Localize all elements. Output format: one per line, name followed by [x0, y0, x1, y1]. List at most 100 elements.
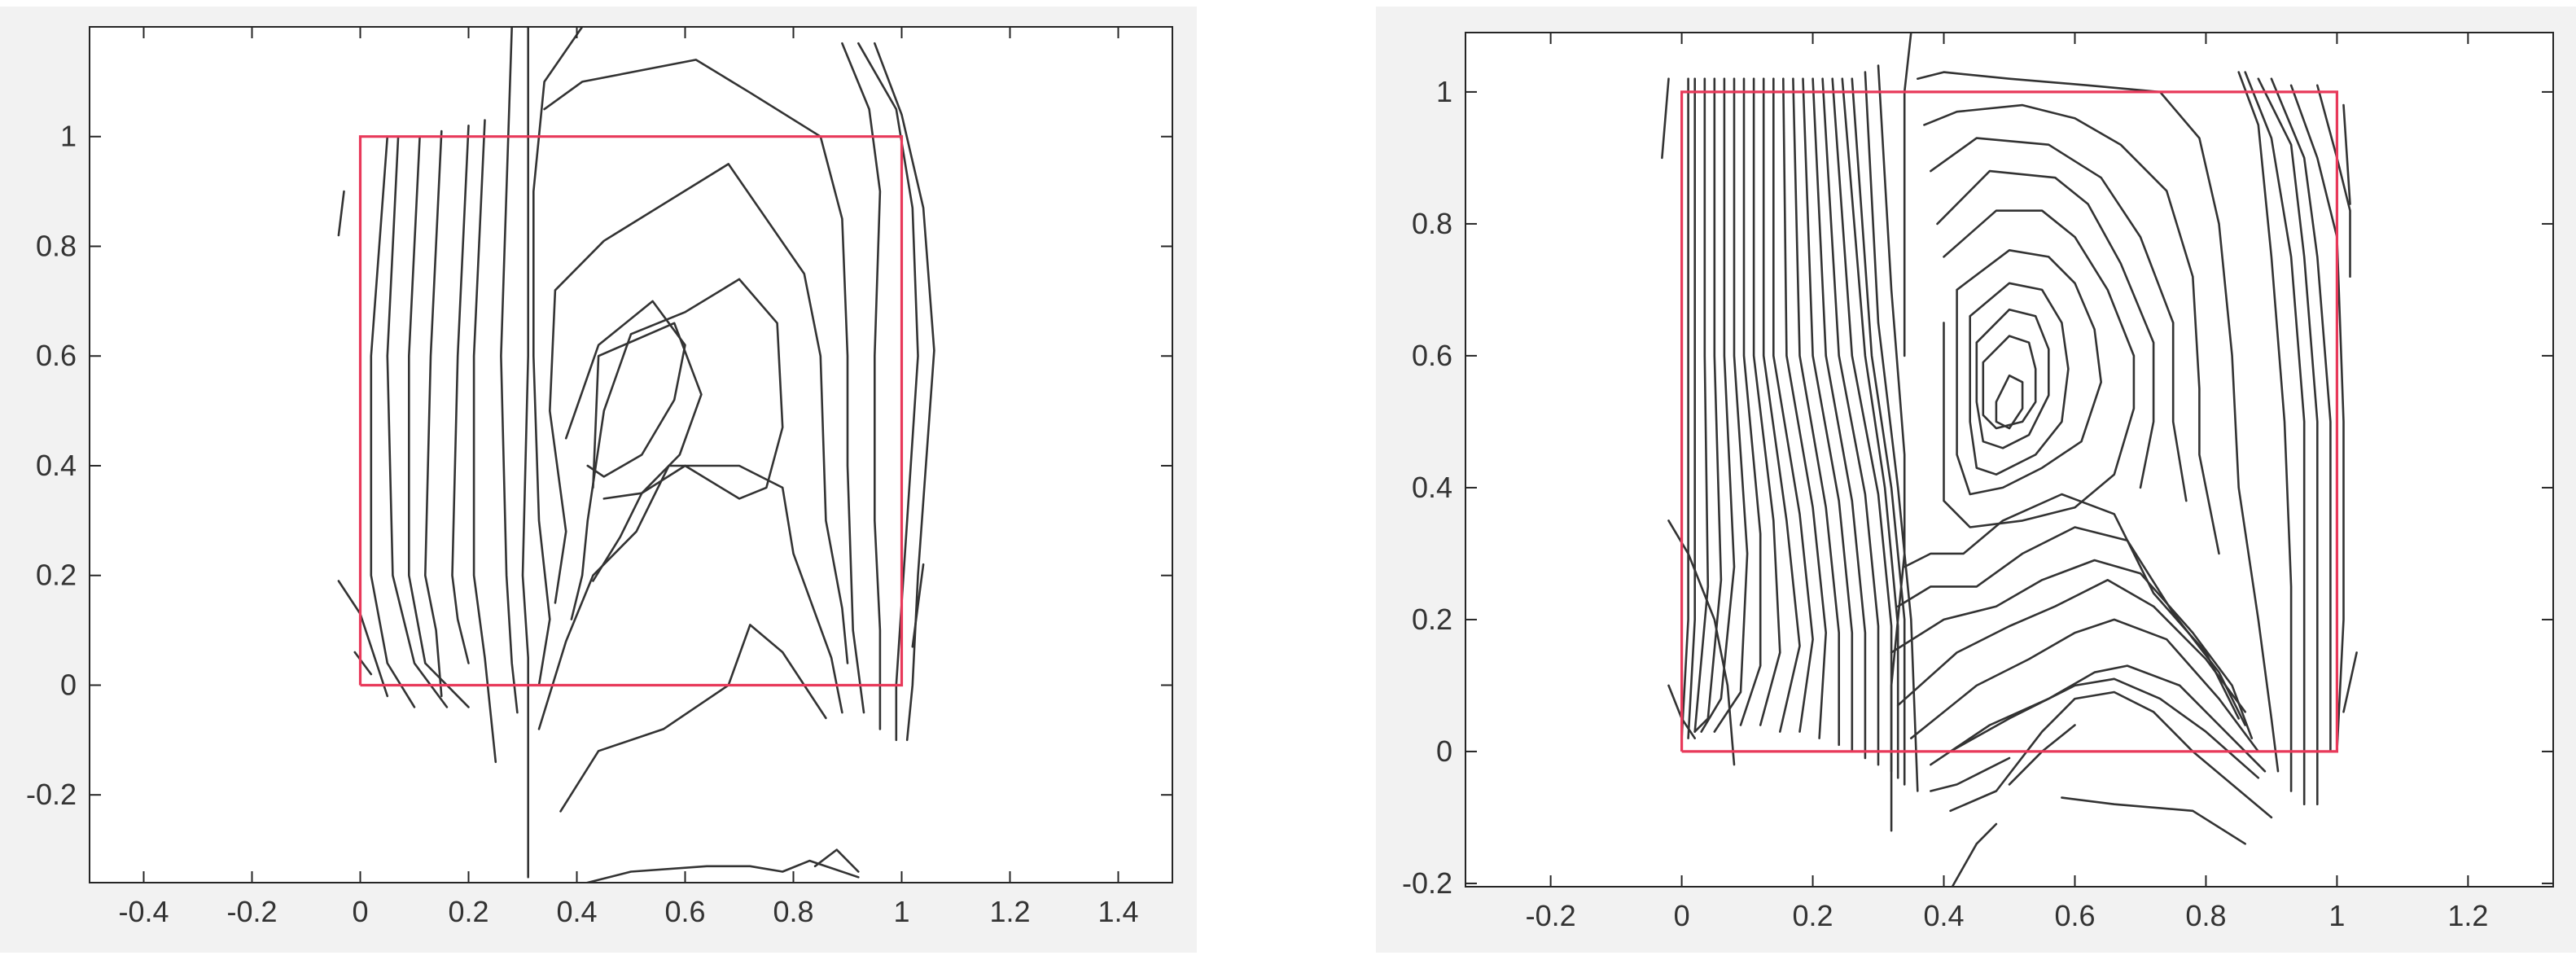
contour-line [2342, 651, 2358, 713]
contour-line [592, 322, 703, 500]
contour-line [1661, 77, 1670, 160]
contour-line [548, 163, 849, 664]
contour-line [1812, 77, 1867, 760]
contour-line [1896, 526, 2246, 726]
x-tick-label: 0.4 [556, 895, 597, 928]
x-tick-label: 1 [893, 895, 909, 928]
plot-area [90, 27, 1172, 883]
x-tick-label: -0.2 [226, 895, 277, 928]
contour-line [2061, 796, 2246, 845]
contour-line [1713, 77, 1749, 733]
contour-line [1700, 77, 1736, 733]
contour-line [1762, 77, 1801, 733]
x-tick-label: 0.4 [1923, 899, 1964, 932]
axes-frame [89, 26, 1173, 883]
contour-line [1890, 559, 2254, 740]
contour-line [1802, 77, 1854, 753]
y-tick-label: 0.2 [36, 559, 77, 592]
contour-line [1949, 690, 2273, 819]
y-tick-label: 0.4 [1412, 471, 1452, 504]
contour-line [911, 563, 925, 648]
domain-boundary-square [1680, 90, 2338, 753]
contour-line [874, 42, 935, 742]
y-tick-label: 1 [1436, 75, 1452, 108]
x-tick-label: 1.2 [989, 895, 1030, 928]
contour-line [451, 125, 470, 664]
contour-line [1936, 169, 2155, 489]
x-tick-label: 0 [352, 895, 368, 928]
contour-line [537, 464, 843, 730]
contour-line [1949, 677, 2260, 779]
contour-line [1821, 77, 1880, 766]
contour-line [1896, 578, 2246, 713]
x-tick-label: 0.2 [448, 895, 488, 928]
y-tick-label: 0.6 [1412, 339, 1452, 372]
contour-line [583, 859, 860, 883]
contour-line [2316, 84, 2351, 278]
contour-line [337, 190, 345, 237]
contour-line [1782, 77, 1827, 740]
right-contour-plot: -0.2 0 0.2 0.4 0.6 0.8 1 1.2 -0.2 0 0.2 0.4 0.6 0.8 1 [1402, 32, 2554, 932]
contour-line [2244, 71, 2306, 806]
contour-line [1752, 77, 1781, 726]
contour-line [2270, 77, 2332, 753]
contour-line [386, 135, 449, 708]
contour-line [2342, 103, 2351, 205]
contour-line [1831, 77, 1893, 773]
contour-line [1772, 77, 1814, 733]
x-tick-label: 1 [2328, 899, 2345, 932]
contour-line [1930, 137, 2188, 502]
contour-line [1923, 103, 2220, 555]
contour-line [1995, 374, 2024, 430]
domain-boundary-square [358, 135, 904, 687]
contour-line [2257, 77, 2319, 806]
contour-line [500, 27, 519, 714]
x-tick-label: 0 [1674, 899, 1690, 932]
contour-line [370, 135, 416, 708]
contour-line [1930, 756, 2011, 792]
axes-frame [1465, 32, 2554, 888]
contour-line [472, 119, 497, 764]
contour-line [564, 300, 686, 478]
contour-line [1877, 64, 1906, 832]
contour-line [1943, 209, 2136, 528]
contour-line [1851, 77, 1906, 786]
x-tick-label: 0.8 [773, 895, 813, 928]
contour-line [1841, 77, 1899, 779]
x-tick-label: 1.2 [2447, 899, 2488, 932]
contour-line [1975, 308, 2050, 449]
y-tick-label: 1 [60, 120, 77, 153]
contour-line [1969, 282, 2070, 476]
contour-line [1951, 822, 1998, 887]
contour-line [543, 59, 865, 714]
contour-line [813, 848, 860, 873]
contour-line [841, 42, 882, 730]
contour-line [1903, 33, 1912, 357]
contour-line [1693, 77, 1710, 733]
left-contour-plot: -0.4 -0.2 0 0.2 0.4 0.6 0.8 1 1.2 1.4 -0.2 0 0.2 0.4 0… [26, 26, 1173, 928]
y-tick-label: 0.8 [36, 229, 77, 262]
y-tick-label: 0 [1436, 734, 1452, 768]
y-tick-label: 0.4 [36, 449, 77, 482]
contour-line [1930, 664, 2267, 773]
contour-line [1693, 77, 1723, 733]
contour-lines [337, 27, 935, 883]
contour-line [1687, 77, 1696, 740]
x-tick-label: 0.2 [1793, 899, 1833, 932]
contour-line [423, 129, 443, 698]
x-tick-label: 0.8 [2185, 899, 2226, 932]
x-tick-label: 0.6 [2054, 899, 2095, 932]
contour-line [2237, 71, 2293, 792]
plot-area [1465, 33, 2553, 887]
x-tick-label: 1.4 [1097, 895, 1138, 928]
contour-line [1792, 77, 1840, 747]
contour-line [1864, 71, 1919, 792]
contour-line [1910, 618, 2260, 753]
y-tick-label: -0.2 [1402, 866, 1452, 900]
y-tick-label: 0.8 [1412, 207, 1452, 240]
contour-line [521, 27, 530, 879]
x-tick-label: -0.4 [118, 895, 169, 928]
contour-line [353, 651, 373, 676]
contour-line [1680, 77, 1689, 740]
